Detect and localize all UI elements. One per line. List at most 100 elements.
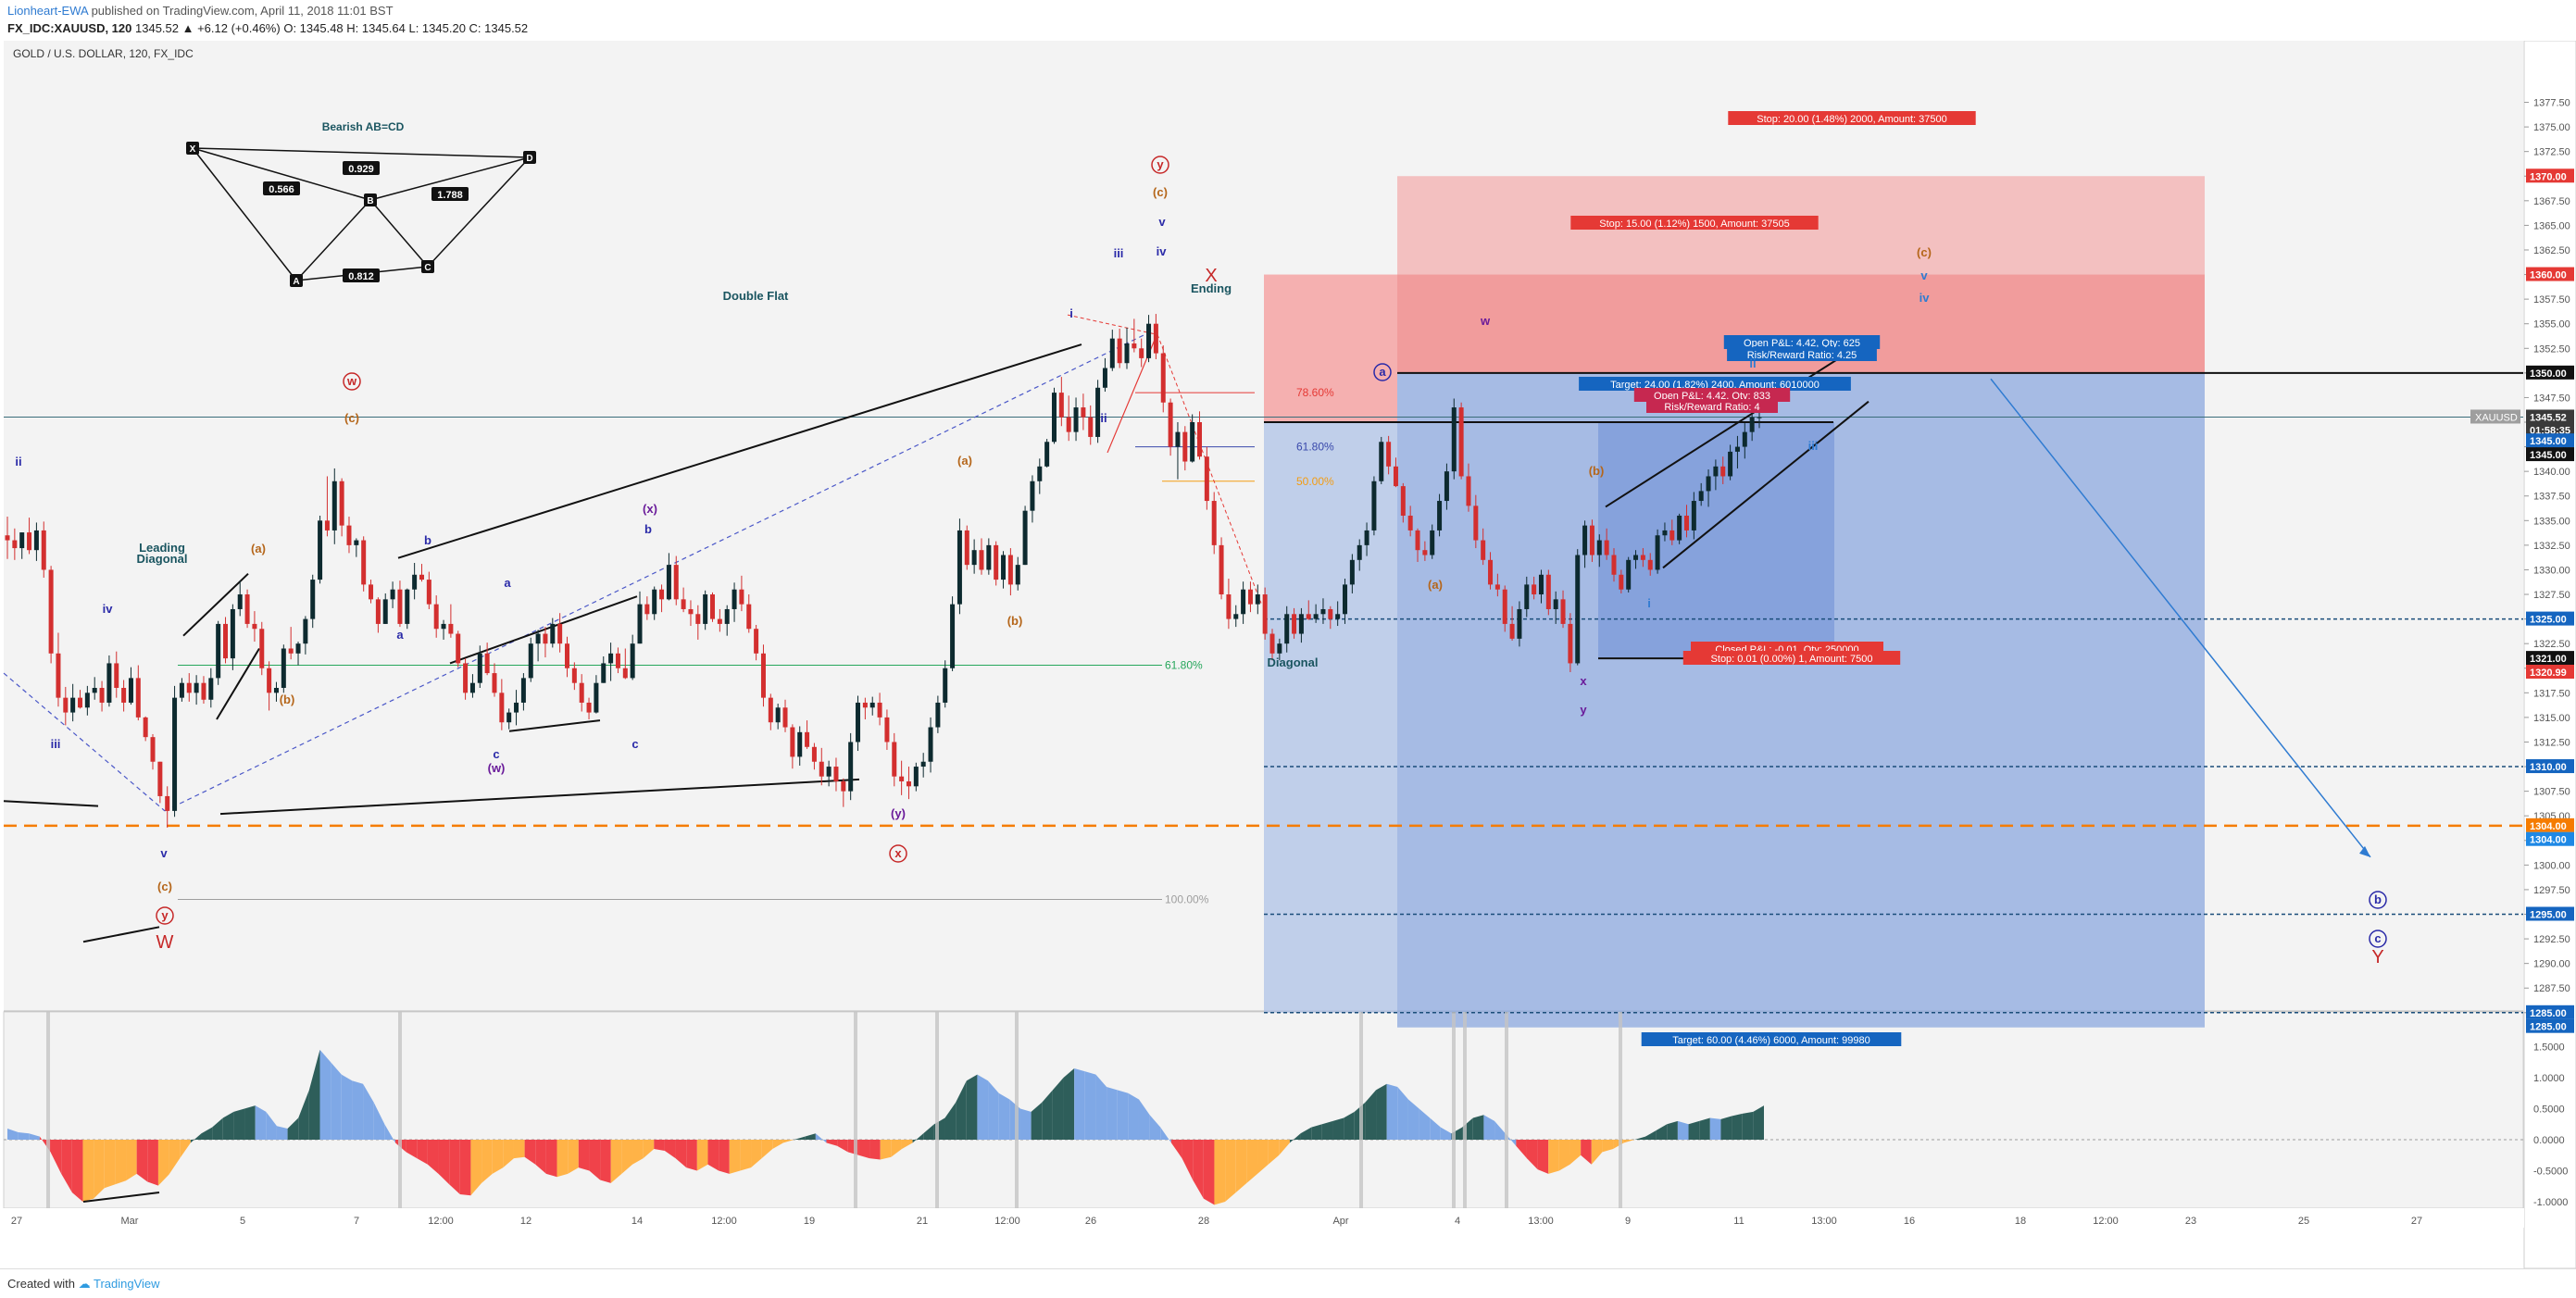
candle-body[interactable] (1037, 466, 1043, 481)
candle-body[interactable] (1430, 530, 1435, 555)
target-zone-2[interactable] (1397, 372, 2205, 1028)
position-label-box[interactable] (1646, 399, 1778, 413)
candle-body[interactable] (469, 682, 475, 693)
candle-body[interactable] (27, 532, 32, 551)
candle-body[interactable] (1655, 535, 1660, 570)
candle-body[interactable] (957, 530, 962, 605)
candle-body[interactable] (5, 535, 10, 541)
candle-body[interactable] (1502, 589, 1507, 624)
candle-body[interactable] (884, 717, 890, 743)
candle-body[interactable] (790, 727, 795, 757)
pattern-leg[interactable] (295, 199, 371, 281)
candle-body[interactable] (1204, 456, 1209, 502)
candle-body[interactable] (841, 780, 846, 792)
candle-body[interactable] (1560, 599, 1566, 624)
candle-body[interactable] (1088, 417, 1094, 437)
candle-body[interactable] (906, 780, 911, 787)
candle-body[interactable] (375, 599, 381, 624)
candle-body[interactable] (339, 481, 344, 526)
candle-body[interactable] (33, 530, 39, 551)
candle-body[interactable] (673, 565, 679, 600)
candle-body[interactable] (1407, 515, 1413, 530)
candle-body[interactable] (1081, 407, 1086, 418)
candle-body[interactable] (419, 574, 424, 580)
candle-body[interactable] (1713, 466, 1719, 477)
author-link[interactable]: Lionheart-EWA (7, 4, 88, 18)
trend-line[interactable] (182, 572, 249, 637)
candle-body[interactable] (1160, 353, 1166, 403)
candle-body[interactable] (994, 544, 999, 580)
pattern-point[interactable] (364, 193, 377, 206)
candle-body[interactable] (1444, 471, 1449, 502)
position-label-box[interactable] (1641, 1032, 1902, 1046)
candle-body[interactable] (1633, 555, 1639, 560)
candle-body[interactable] (856, 702, 861, 743)
pattern-leg[interactable] (192, 147, 371, 201)
candle-body[interactable] (666, 565, 671, 600)
candle-body[interactable] (41, 530, 46, 570)
candle-body[interactable] (1589, 525, 1594, 555)
candle-body[interactable] (695, 614, 701, 624)
candle-body[interactable] (106, 663, 112, 703)
candle-body[interactable] (1524, 584, 1530, 609)
candle-body[interactable] (579, 682, 584, 703)
candle-body[interactable] (1509, 623, 1515, 639)
position-label-box[interactable] (1723, 335, 1881, 349)
trend-line[interactable] (3, 672, 166, 812)
candle-body[interactable] (943, 668, 948, 703)
candle-body[interactable] (1619, 574, 1624, 590)
candle-body[interactable] (1379, 442, 1384, 481)
candle-body[interactable] (1153, 323, 1158, 354)
candle-body[interactable] (1545, 574, 1551, 609)
candle-body[interactable] (1001, 555, 1007, 580)
oscillator-pane[interactable] (3, 1011, 2524, 1209)
candle-body[interactable] (1662, 530, 1668, 536)
candle-body[interactable] (237, 594, 243, 609)
candle-body[interactable] (1197, 422, 1203, 457)
candle-body[interactable] (1255, 594, 1260, 605)
candle-body[interactable] (1683, 515, 1689, 530)
candle-body[interactable] (1517, 608, 1522, 639)
candle-body[interactable] (230, 608, 235, 659)
candle-body[interactable] (150, 737, 156, 762)
position-label-box[interactable] (1579, 377, 1851, 391)
trend-line[interactable] (1662, 400, 1869, 569)
candle-body[interactable] (1466, 476, 1471, 506)
candle-body[interactable] (1640, 555, 1645, 560)
candle-body[interactable] (252, 623, 257, 630)
candle-body[interactable] (397, 589, 403, 624)
candle-body[interactable] (448, 623, 454, 634)
candle-body[interactable] (1669, 530, 1675, 541)
candle-body[interactable] (1292, 614, 1297, 634)
candle-body[interactable] (1437, 501, 1443, 530)
target-zone-1[interactable] (1264, 422, 1397, 1013)
candle-body[interactable] (1269, 633, 1275, 654)
candle-body[interactable] (797, 731, 803, 757)
candle-body[interactable] (223, 623, 229, 659)
candle-body[interactable] (920, 761, 926, 768)
candle-body[interactable] (1262, 594, 1268, 634)
candle-body[interactable] (528, 643, 533, 679)
candle-body[interactable] (56, 653, 61, 698)
candle-body[interactable] (165, 795, 170, 811)
candle-body[interactable] (331, 481, 337, 530)
candle-body[interactable] (848, 742, 854, 792)
candle-body[interactable] (1298, 614, 1304, 634)
candle-body[interactable] (1494, 584, 1500, 590)
position-label-box[interactable] (1570, 216, 1819, 230)
candle-body[interactable] (172, 697, 178, 811)
candle-body[interactable] (1611, 555, 1617, 575)
candle-body[interactable] (484, 653, 490, 674)
candle-body[interactable] (1022, 510, 1028, 566)
candle-body[interactable] (1575, 555, 1581, 664)
candle-body[interactable] (805, 731, 810, 747)
candle-body[interactable] (1320, 608, 1326, 615)
candle-body[interactable] (644, 604, 650, 615)
candle-body[interactable] (688, 608, 694, 615)
candle-body[interactable] (1393, 466, 1398, 487)
candle-body[interactable] (1415, 530, 1420, 551)
candle-body[interactable] (608, 653, 614, 664)
candle-body[interactable] (1182, 431, 1188, 462)
candle-body[interactable] (1698, 491, 1704, 502)
candle-body[interactable] (819, 761, 824, 777)
